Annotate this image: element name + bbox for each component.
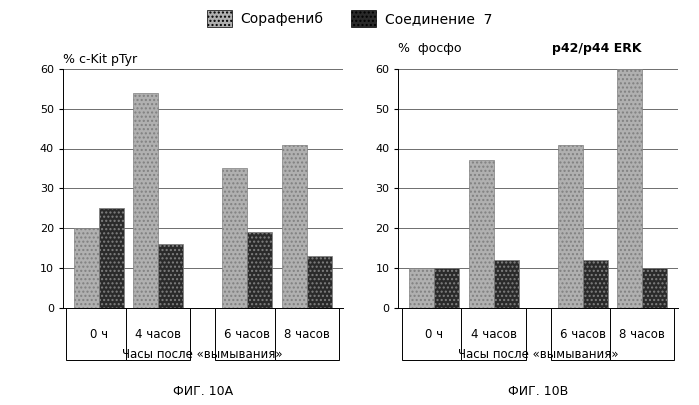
Text: 0 ч: 0 ч	[89, 328, 108, 341]
Bar	[558, 145, 583, 308]
Text: 8 часов: 8 часов	[284, 328, 330, 341]
Text: 4 часов: 4 часов	[470, 328, 517, 341]
Bar	[73, 228, 99, 308]
Text: ФИГ. 10В: ФИГ. 10В	[508, 385, 568, 398]
Bar	[434, 268, 459, 308]
Bar	[99, 208, 124, 308]
Bar	[617, 69, 642, 308]
Bar	[461, 308, 526, 360]
Bar	[275, 308, 339, 360]
Bar	[642, 268, 668, 308]
Bar	[126, 308, 190, 360]
Bar	[133, 93, 158, 308]
Bar	[409, 268, 434, 308]
Text: Часы после «вымывания»: Часы после «вымывания»	[458, 348, 619, 361]
Bar	[583, 260, 608, 308]
Bar	[222, 168, 247, 308]
Text: 4 часов: 4 часов	[135, 328, 181, 341]
Text: 0 ч: 0 ч	[425, 328, 443, 341]
Bar	[307, 256, 332, 308]
Bar	[282, 145, 307, 308]
Legend: Сорафениб, Соединение  7: Сорафениб, Соединение 7	[204, 7, 495, 30]
Bar	[215, 308, 280, 360]
Text: %  фосфо: % фосфо	[398, 42, 470, 55]
Text: 6 часов: 6 часов	[560, 328, 606, 341]
Bar	[493, 260, 519, 308]
Text: % c-Kit pTyr: % c-Kit pTyr	[63, 53, 137, 66]
Bar	[551, 308, 615, 360]
Bar	[610, 308, 675, 360]
Text: 6 часов: 6 часов	[224, 328, 271, 341]
Bar	[66, 308, 131, 360]
Bar	[158, 244, 183, 308]
Text: 8 часов: 8 часов	[619, 328, 665, 341]
Text: p42/p44 ERK: p42/p44 ERK	[552, 42, 642, 55]
Text: Часы после «вымывания»: Часы после «вымывания»	[122, 348, 283, 361]
Text: ФИГ. 10А: ФИГ. 10А	[173, 385, 233, 398]
Bar	[402, 308, 466, 360]
Bar	[468, 160, 493, 308]
Bar	[247, 232, 273, 308]
